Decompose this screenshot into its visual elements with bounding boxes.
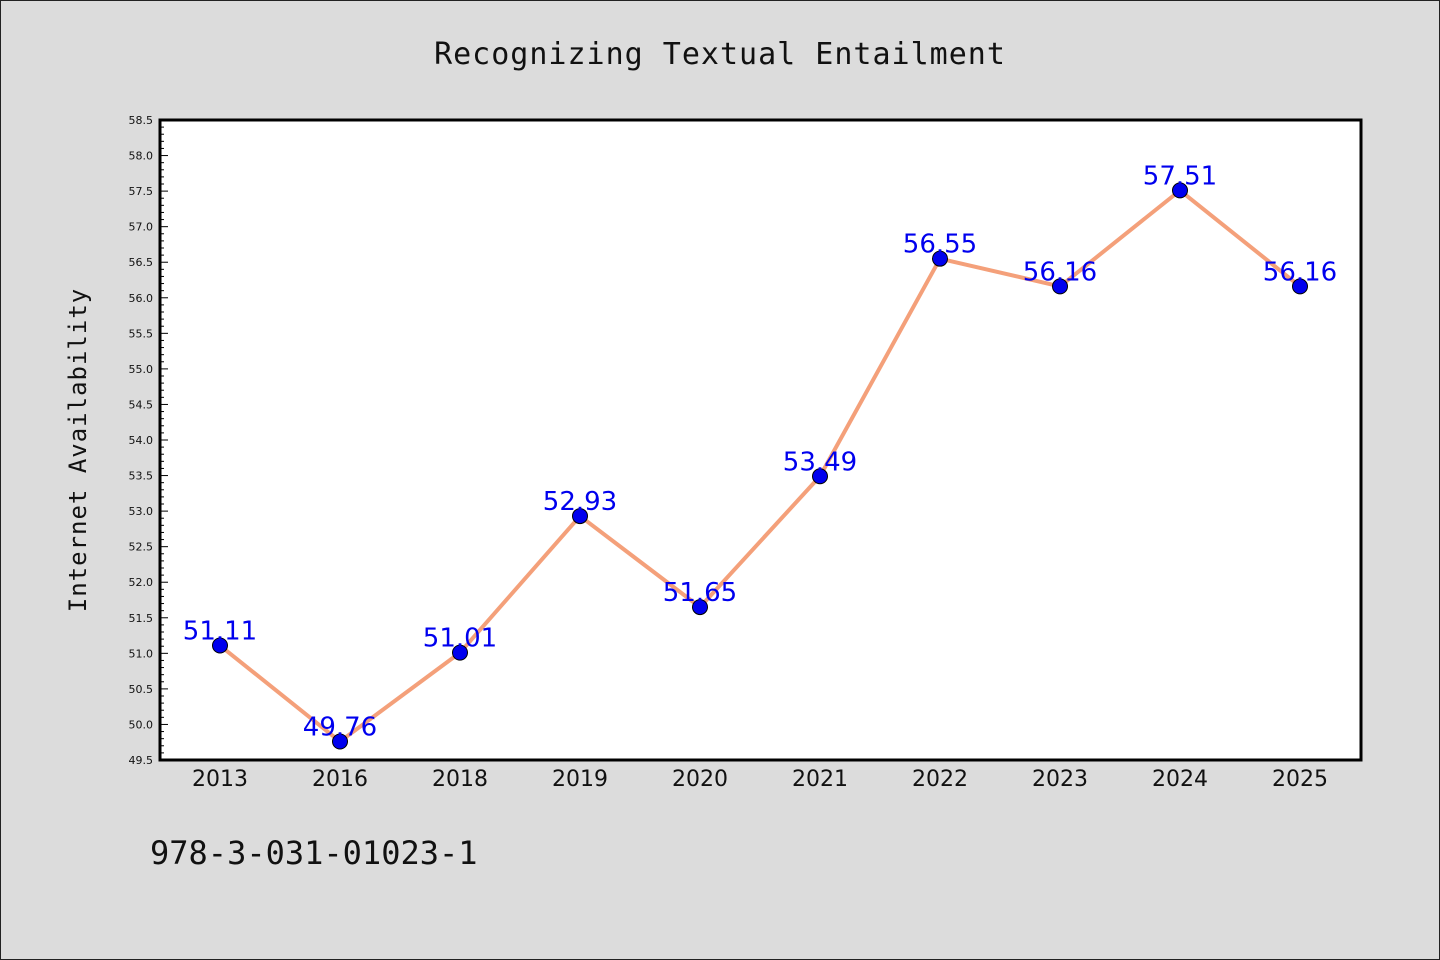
y-tick-label: 55.0 (129, 363, 154, 376)
x-tick-label: 2022 (912, 767, 968, 792)
x-tick-label: 2018 (432, 767, 488, 792)
data-label: 56.16 (1023, 257, 1097, 287)
plot-border (158, 118, 1363, 762)
series-line (218, 188, 1302, 744)
y-tick-label: 58.0 (129, 150, 154, 163)
x-tick-label: 2016 (312, 767, 368, 792)
y-tick-label: 50.0 (129, 718, 154, 731)
y-axis-label: Internet Availability (64, 288, 92, 612)
data-label: 49.76 (303, 713, 377, 743)
y-tick-label: 51.0 (129, 647, 154, 660)
data-point (812, 468, 828, 485)
x-tick-label: 2023 (1032, 767, 1088, 792)
x-tick-label: 2024 (1152, 767, 1208, 792)
chart-title: Recognizing Textual Entailment (434, 37, 1006, 72)
y-tick-label: 55.5 (129, 327, 154, 340)
x-tick-label: 2021 (792, 767, 848, 792)
data-point (1052, 278, 1068, 295)
data-point (212, 637, 228, 654)
y-tick-label: 51.5 (129, 612, 154, 625)
x-axis: 2013 2016 2018 2019 2020 2021 2022 2023 2024 2025 (192, 767, 1328, 792)
data-label: 51.11 (183, 617, 257, 647)
data-point (932, 250, 948, 267)
y-tick-label: 52.5 (129, 541, 154, 554)
data-point (1172, 182, 1188, 199)
x-tick-label: 2025 (1272, 767, 1328, 792)
y-tick-label: 57.5 (129, 185, 154, 198)
data-label: 57.51 (1143, 161, 1217, 191)
y-tick-label: 56.0 (129, 292, 154, 305)
y-axis: 49.5 50.0 50.5 51.0 51.5 52.0 52.5 53.0 53.5 54.0… (129, 114, 168, 767)
data-point (332, 733, 348, 750)
footer-text: 978-3-031-01023-1 (150, 834, 478, 872)
data-label: 56.55 (903, 230, 977, 260)
plot-area (160, 120, 1361, 760)
data-point (452, 644, 468, 661)
y-tick-label: 58.5 (129, 114, 154, 127)
y-tick-label: 53.5 (129, 470, 154, 483)
y-tick-label: 53.0 (129, 505, 154, 518)
data-label: 56.16 (1263, 257, 1337, 287)
y-tick-label: 49.5 (129, 754, 154, 767)
y-tick-label: 52.0 (129, 576, 154, 589)
data-label: 53.49 (783, 447, 857, 477)
data-label: 52.93 (543, 487, 617, 517)
data-label: 51.65 (663, 578, 737, 608)
x-tick-label: 2019 (552, 767, 608, 792)
data-point (572, 508, 588, 525)
data-label: 51.01 (423, 624, 497, 654)
x-tick-label: 2020 (672, 767, 728, 792)
y-tick-label: 50.5 (129, 683, 154, 696)
y-tick-label: 54.0 (129, 434, 154, 447)
y-tick-label: 57.0 (129, 221, 154, 234)
data-point (1292, 278, 1308, 295)
y-tick-label: 56.5 (129, 256, 154, 269)
data-point (692, 599, 708, 616)
x-tick-label: 2013 (192, 767, 248, 792)
y-tick-label: 54.5 (129, 398, 154, 411)
series-line-group: 51.11 49.76 51.01 52.93 51.65 53.49 56.55 56.16… (183, 161, 1337, 750)
